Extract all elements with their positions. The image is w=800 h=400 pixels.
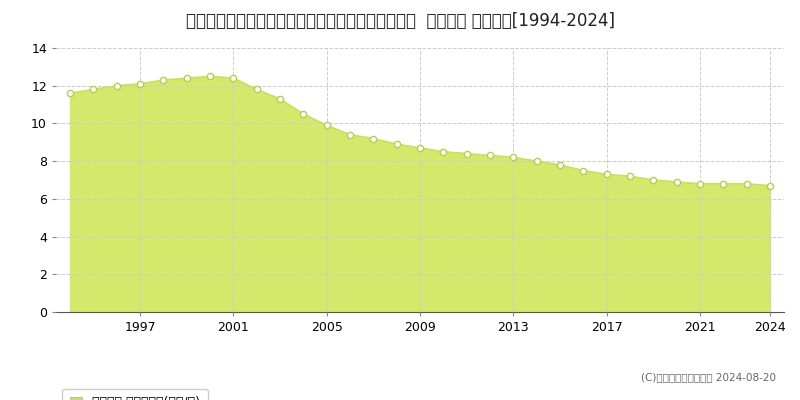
Text: 新潟県西蒲原郡弥彦村大字走出字十二ノ木２１６番  地価公示 地価推移[1994-2024]: 新潟県西蒲原郡弥彦村大字走出字十二ノ木２１６番 地価公示 地価推移[1994-2… [186, 12, 614, 30]
Text: (C)土地価格ドットコム 2024-08-20: (C)土地価格ドットコム 2024-08-20 [641, 372, 776, 382]
Legend: 地価公示 平均坪単価(万円/坪): 地価公示 平均坪単価(万円/坪) [62, 389, 208, 400]
